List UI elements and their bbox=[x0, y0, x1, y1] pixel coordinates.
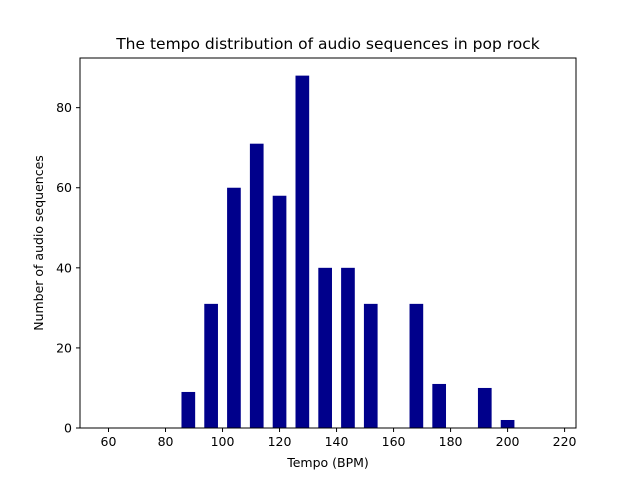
x-axis-label: Tempo (BPM) bbox=[286, 455, 369, 470]
bar-128 bbox=[295, 75, 310, 428]
y-axis-label: Number of audio sequences bbox=[31, 155, 46, 331]
bar-88 bbox=[181, 391, 196, 428]
bar-152 bbox=[363, 303, 378, 428]
x-tick-label: 100 bbox=[211, 434, 235, 449]
x-tick-label: 200 bbox=[496, 434, 520, 449]
chart-title: The tempo distribution of audio sequence… bbox=[115, 35, 540, 53]
x-tick-label: 180 bbox=[439, 434, 463, 449]
bar-168 bbox=[409, 303, 424, 428]
bar-192 bbox=[477, 387, 492, 428]
y-tick-label: 0 bbox=[64, 421, 72, 436]
bar-104 bbox=[227, 187, 241, 428]
x-tick-label: 120 bbox=[268, 434, 292, 449]
x-tick-label: 220 bbox=[553, 434, 577, 449]
x-tick-label: 160 bbox=[382, 434, 406, 449]
x-tick-label: 140 bbox=[325, 434, 349, 449]
y-tick-label: 60 bbox=[56, 180, 72, 195]
bar-120 bbox=[272, 195, 287, 428]
y-tick-label: 40 bbox=[56, 260, 72, 275]
y-axis-ticks: 0 20 40 60 80 bbox=[56, 100, 80, 436]
bar-200 bbox=[500, 419, 515, 428]
x-axis-ticks: 60 80 100 120 140 160 180 200 220 bbox=[101, 428, 577, 449]
bar-112 bbox=[249, 143, 264, 429]
y-tick-label: 20 bbox=[56, 340, 72, 355]
bar-144 bbox=[341, 267, 355, 428]
bar-96 bbox=[204, 303, 218, 428]
x-tick-label: 60 bbox=[101, 434, 117, 449]
y-tick-label: 80 bbox=[56, 100, 72, 115]
plot-frame bbox=[79, 57, 577, 429]
x-tick-label: 80 bbox=[158, 434, 174, 449]
bars-group bbox=[181, 75, 515, 429]
bar-136 bbox=[318, 267, 332, 428]
bar-176 bbox=[432, 383, 447, 428]
